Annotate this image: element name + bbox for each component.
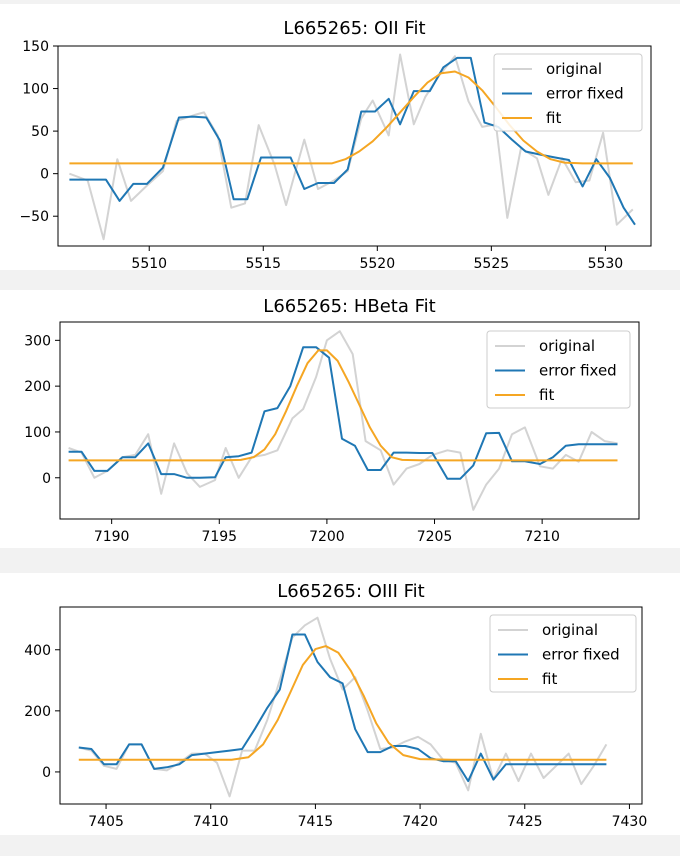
legend: original error fixed fit [489, 614, 637, 693]
x-tick-label: 7205 [417, 529, 453, 545]
axes-frame [57, 45, 652, 247]
y-tick-label: 0 [42, 765, 51, 781]
chart-panel-oiii: L665265: OIII Fit 7405 7410 7415 7420 7425 743… [0, 573, 680, 835]
x-tick-label: 7210 [524, 529, 560, 545]
legend-label-original: original [546, 60, 602, 78]
y-tick-label: 400 [24, 643, 51, 659]
legend-label-error-fixed: error fixed [539, 362, 617, 380]
y-tick-label: 200 [24, 379, 51, 395]
series-line-original [68, 330, 618, 511]
legend-label-original: original [539, 337, 595, 355]
series-line-fit [69, 70, 633, 165]
legend-box [489, 614, 637, 693]
x-tick-label: 5520 [359, 256, 395, 270]
x-tick-label: 7410 [193, 814, 229, 830]
chart-panel-oii: L665265: OII Fit 5510 5515 5520 5525 5530 −50 0… [0, 4, 680, 270]
x-tick-label: 7415 [298, 814, 334, 830]
chart-panel-hbeta: L665265: HBeta Fit 7190 7195 7200 7205 7210 0 1… [0, 290, 680, 548]
legend: original error fixed fit [486, 330, 631, 409]
legend-label-fit: fit [546, 109, 561, 127]
legend-label-error-fixed: error fixed [546, 85, 624, 103]
series-line-error-fixed [78, 633, 607, 783]
chart-title: L665265: HBeta Fit [263, 296, 435, 317]
x-tick-label: 5525 [474, 256, 510, 270]
oii-fit-chart: L665265: OII Fit 5510 5515 5520 5525 5530 −50 0… [19, 18, 652, 270]
y-tick-label: 300 [24, 333, 51, 349]
y-tick-label: 0 [42, 471, 51, 487]
x-tick-label: 7425 [507, 814, 543, 830]
legend-box [493, 53, 643, 132]
y-tick-label: 150 [22, 39, 49, 55]
x-tick-label: 7200 [309, 529, 345, 545]
y-tick-label: 0 [40, 167, 49, 183]
series-line-original [78, 616, 608, 798]
x-tick-label: 7420 [402, 814, 438, 830]
chart-title: L665265: OIII Fit [277, 581, 424, 602]
axes-frame [59, 321, 640, 520]
x-tick-label: 7405 [88, 814, 124, 830]
x-tick-label: 5515 [245, 256, 281, 270]
chart-title: L665265: OII Fit [283, 18, 425, 39]
legend-box [486, 330, 631, 409]
x-tick-label: 7190 [94, 529, 130, 545]
axes-frame [59, 606, 643, 805]
y-tick-label: 50 [31, 124, 49, 140]
y-tick-label: 200 [24, 704, 51, 720]
x-tick-label: 7430 [612, 814, 648, 830]
series-line-fit [68, 349, 618, 462]
x-tick-label: 5510 [131, 256, 167, 270]
y-tick-label: 100 [22, 82, 49, 98]
legend: original error fixed fit [493, 53, 643, 132]
legend-label-error-fixed: error fixed [542, 646, 620, 664]
hbeta-fit-chart: L665265: HBeta Fit 7190 7195 7200 7205 7210 0 1… [24, 296, 640, 545]
y-tick-label: −50 [19, 209, 49, 225]
series-line-fit [78, 645, 607, 761]
legend-label-fit: fit [539, 386, 554, 404]
legend-label-fit: fit [542, 670, 557, 688]
y-tick-label: 100 [24, 425, 51, 441]
legend-label-original: original [542, 621, 598, 639]
x-tick-label: 7195 [201, 529, 237, 545]
oiii-fit-chart: L665265: OIII Fit 7405 7410 7415 7420 7425 743… [24, 581, 648, 830]
x-tick-label: 5530 [588, 256, 624, 270]
